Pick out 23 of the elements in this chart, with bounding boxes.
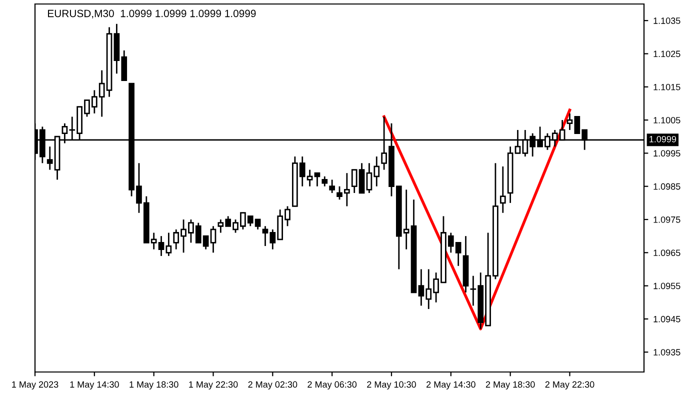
chart-title: EURUSD,M30 1.0999 1.0999 1.0999 1.0999: [48, 10, 256, 18]
x-tick-label: 2 May 14:30: [426, 381, 476, 390]
y-tick-label: 1.0935: [654, 349, 680, 356]
y-tick-label: 1.0985: [654, 183, 680, 190]
x-tick-label: 2 May 06:30: [308, 381, 357, 390]
y-tick-label: 1.0995: [654, 150, 680, 157]
ref-line-label: 1.0999: [650, 136, 676, 142]
x-tick-label: 1 May 18:30: [130, 381, 178, 390]
y-tick-label: 1.1015: [654, 84, 680, 90]
y-tick-label: 1.1005: [654, 117, 680, 124]
y-tick-label: 1.0965: [654, 250, 680, 256]
x-tick-label: 1 May 14:30: [70, 381, 119, 390]
x-tick-label: 2 May 02:30: [248, 381, 298, 390]
x-tick-label: 1 May 2023: [12, 381, 58, 390]
x-tick-label: 2 May 10:30: [367, 381, 416, 390]
y-tick-label: 1.0955: [654, 282, 680, 290]
y-tick-label: 1.0945: [654, 316, 680, 322]
y-tick-label: 1.1025: [654, 50, 680, 58]
x-tick-label: 2 May 22:30: [545, 381, 594, 390]
y-tick-label: 1.1035: [654, 18, 680, 24]
y-tick-label: 1.0975: [654, 216, 680, 223]
x-tick-label: 2 May 18:30: [486, 381, 535, 390]
x-tick-label: 1 May 22:30: [189, 381, 238, 390]
